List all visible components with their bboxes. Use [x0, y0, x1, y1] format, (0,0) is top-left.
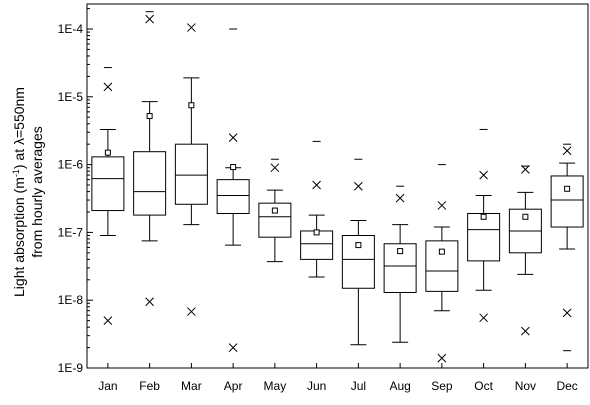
x-tick-label: Dec: [556, 379, 577, 393]
mean-marker: [438, 248, 445, 255]
y-tick-label: 1E-5: [58, 90, 84, 104]
y-axis-title-line2: from hourly averages: [29, 126, 45, 258]
p1-marker: [562, 308, 572, 318]
box-iqr: [216, 179, 250, 215]
mean-marker: [104, 149, 111, 156]
x-tick-label: Mar: [181, 379, 202, 393]
plot-area: 1E-9 1E-8 1E-7 1E-6 1E-5 1E-4 Jan Feb Mar Apr May J…: [58, 3, 589, 393]
y-tick-label: 1E-4: [58, 22, 84, 36]
x-tick-label: Sep: [431, 379, 453, 393]
p99-marker: [437, 201, 447, 210]
p99-marker: [354, 181, 363, 191]
x-tick-label: Oct: [474, 379, 493, 393]
mean-marker: [397, 248, 404, 255]
x-tick-label: May: [264, 379, 287, 393]
box-iqr: [258, 202, 292, 238]
p1-marker: [479, 313, 488, 323]
mean-marker: [146, 113, 153, 120]
p99-marker: [521, 165, 530, 174]
p99-marker: [187, 23, 196, 32]
p1-marker: [103, 316, 113, 325]
mean-marker: [313, 229, 320, 236]
mean-marker: [522, 213, 529, 220]
box-iqr: [467, 213, 501, 262]
x-tick-label: Aug: [389, 379, 410, 393]
y-tick-label: 1E-6: [58, 158, 84, 172]
mean-marker: [230, 164, 237, 171]
x-tick-label: Jan: [98, 379, 117, 393]
box-iqr: [174, 143, 208, 205]
plot-frame: [86, 3, 589, 369]
mean-marker: [355, 242, 362, 249]
p1-marker: [187, 307, 196, 316]
p1-marker: [521, 326, 530, 336]
x-tick-label: Apr: [224, 379, 243, 393]
y-tick-label: 1E-8: [58, 293, 84, 307]
p99-marker: [395, 193, 405, 203]
box-iqr: [550, 175, 584, 228]
x-tick-label: Feb: [139, 379, 160, 393]
p99-marker: [145, 14, 154, 24]
p99-marker: [228, 133, 238, 142]
p99-marker: [270, 163, 280, 173]
y-axis-title: Light absorption (m-1) at λ=550nm from h…: [11, 87, 45, 297]
x-tick-label: Jun: [307, 379, 326, 393]
y-tick-label: 1E-9: [58, 361, 84, 375]
mean-marker: [564, 185, 571, 192]
mean-marker: [188, 102, 195, 109]
x-tick-label: Nov: [515, 379, 536, 393]
p99-marker: [562, 146, 572, 156]
box-iqr: [91, 156, 125, 212]
y-axis-title-line1: Light absorption (m-1) at λ=550nm: [11, 87, 27, 297]
box-iqr: [133, 151, 167, 216]
p1-marker: [228, 343, 238, 352]
p99-marker: [479, 170, 488, 180]
p99-marker: [103, 82, 113, 92]
y-tick-label: 1E-7: [58, 225, 84, 239]
box-iqr: [425, 240, 459, 292]
p1-marker: [437, 353, 447, 363]
mean-marker: [271, 207, 278, 214]
p1-marker: [145, 297, 154, 307]
mean-marker: [480, 213, 487, 220]
x-tick-label: Jul: [351, 379, 366, 393]
p99-marker: [312, 180, 321, 190]
